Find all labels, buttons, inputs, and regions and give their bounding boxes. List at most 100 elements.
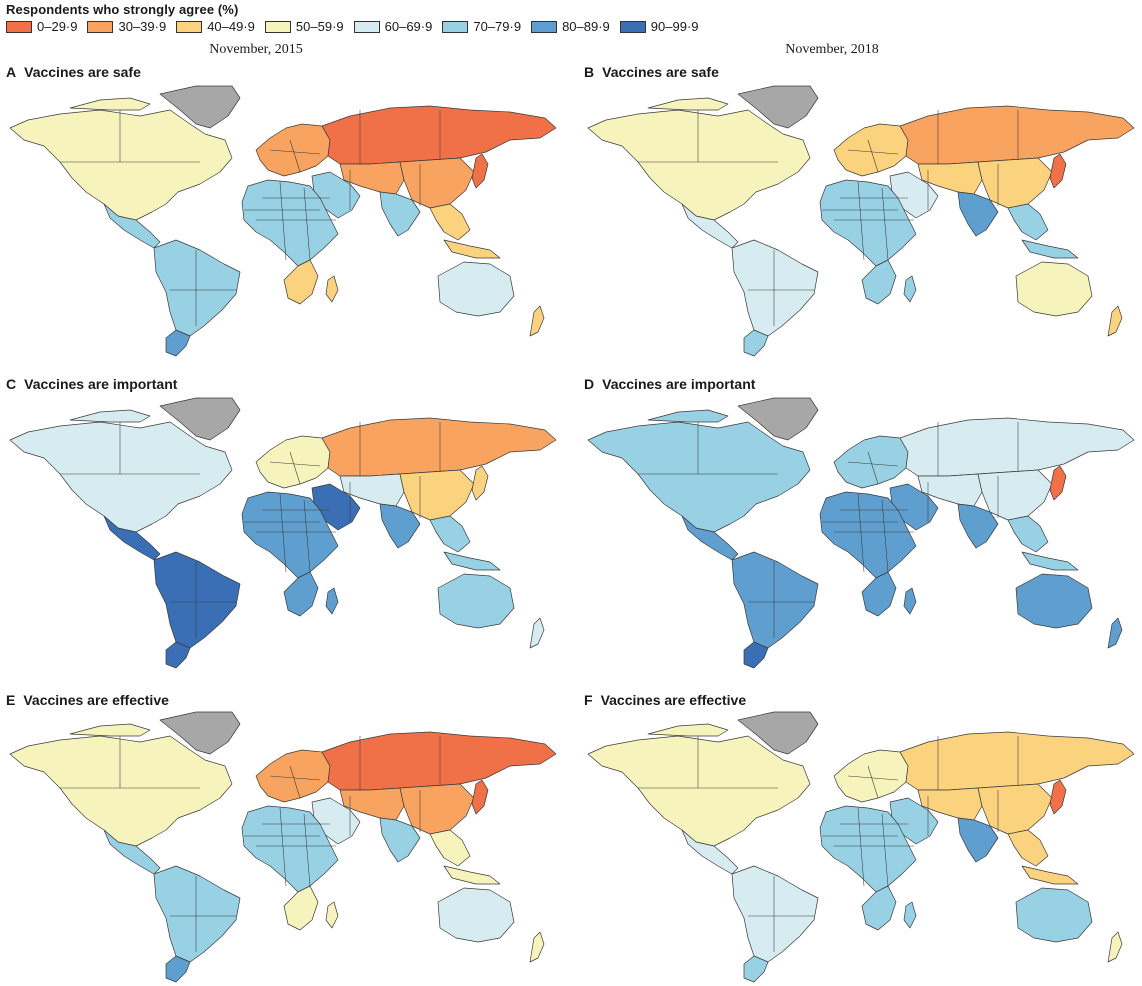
region-sa-south — [743, 641, 769, 669]
world-map-e — [9, 711, 557, 983]
world-map-f — [587, 711, 1135, 983]
country-border — [881, 499, 889, 573]
country-border — [289, 765, 301, 799]
country-border — [867, 139, 879, 173]
region-africa — [819, 179, 917, 267]
region-greenland — [159, 711, 241, 755]
legend-item: 50–59·9 — [264, 19, 344, 34]
region-na — [9, 421, 233, 533]
region-india — [957, 191, 999, 237]
panel-letter: C — [6, 376, 17, 392]
region-indonesia — [443, 551, 501, 571]
region-na-north — [647, 409, 729, 423]
legend-item: 30–39·9 — [87, 19, 166, 34]
region-japan — [471, 779, 489, 815]
region-central — [103, 829, 161, 875]
legend-label: 90–99·9 — [650, 19, 699, 34]
region-russia — [899, 105, 1135, 165]
region-china — [977, 783, 1053, 835]
legend-item: 70–79·9 — [442, 19, 521, 34]
panel-title: Vaccines are safe — [602, 64, 719, 80]
legend-swatch — [176, 20, 203, 33]
region-australia — [1015, 887, 1093, 943]
panel-title: Vaccines are safe — [24, 64, 141, 80]
world-map-c — [9, 397, 557, 669]
country-border — [289, 139, 301, 173]
region-na-north — [647, 723, 729, 737]
legend-swatch — [531, 20, 558, 33]
region-china — [977, 157, 1053, 209]
legend-label: 80–89·9 — [562, 19, 610, 34]
region-nz — [1107, 617, 1123, 649]
region-madagascar — [325, 901, 339, 929]
region-africa-south — [283, 885, 319, 931]
region-na-north — [69, 409, 151, 423]
region-africa-south — [861, 571, 897, 617]
country-border — [847, 775, 899, 781]
region-japan — [1049, 779, 1067, 815]
legend-swatch — [353, 20, 380, 33]
legend-item: 60–69·9 — [353, 19, 432, 34]
legend-title: Respondents who strongly agree (%) — [6, 2, 239, 17]
country-border — [269, 775, 321, 781]
region-india — [379, 191, 421, 237]
legend-swatch — [264, 20, 291, 33]
region-sa — [731, 865, 819, 963]
region-sa — [153, 239, 241, 337]
panel-letter: B — [584, 64, 595, 80]
region-japan — [1049, 465, 1067, 501]
legend-swatch — [6, 20, 32, 33]
region-russia — [321, 731, 557, 791]
panel-letter: F — [584, 692, 593, 708]
region-india — [957, 817, 999, 863]
region-australia — [437, 261, 515, 317]
region-na — [9, 735, 233, 847]
country-border — [867, 765, 879, 799]
region-central — [681, 203, 739, 249]
region-russia — [899, 417, 1135, 477]
legend-item: 80–89·9 — [531, 19, 610, 34]
region-na — [9, 109, 233, 221]
country-border — [847, 461, 899, 467]
region-india — [379, 817, 421, 863]
region-greenland — [159, 85, 241, 129]
region-nz — [1107, 931, 1123, 963]
world-map-d — [587, 397, 1135, 669]
region-japan — [471, 153, 489, 189]
region-japan — [1049, 153, 1067, 189]
region-africa — [241, 179, 339, 267]
country-border — [303, 187, 311, 261]
column-title-2018: November, 2018 — [785, 42, 879, 57]
region-russia — [899, 731, 1135, 791]
region-na-north — [647, 97, 729, 111]
legend-items: 0–29·9 30–39·9 40–49·9 50–59·9 60–69·9 70–79·… — [6, 19, 709, 34]
panel-title: Vaccines are important — [24, 376, 178, 392]
legend: Respondents who strongly agree (%) 0–29·… — [6, 2, 699, 34]
world-map-b — [587, 85, 1135, 357]
panel-title: Vaccines are effective — [23, 692, 169, 708]
region-madagascar — [903, 901, 917, 929]
region-sa-south — [743, 329, 769, 357]
legend-label: 40–49·9 — [207, 19, 255, 34]
country-border — [303, 499, 311, 573]
legend-item: 0–29·9 — [6, 19, 77, 34]
region-china — [399, 783, 475, 835]
country-border — [289, 451, 301, 485]
region-sa-south — [165, 955, 191, 983]
legend-swatch — [619, 20, 646, 33]
region-greenland — [159, 397, 241, 441]
region-indonesia — [1021, 865, 1079, 885]
region-sea — [429, 203, 471, 241]
country-border — [279, 807, 287, 887]
region-sea — [429, 829, 471, 867]
panel-letter: A — [6, 64, 17, 80]
region-sa — [731, 551, 819, 649]
region-sea — [429, 515, 471, 553]
legend-label: 70–79·9 — [473, 19, 522, 34]
panel-label-b: B Vaccines are safe — [584, 64, 719, 80]
region-indonesia — [1021, 551, 1079, 571]
region-africa-south — [861, 259, 897, 305]
region-nz — [529, 305, 545, 337]
region-africa — [819, 491, 917, 579]
region-madagascar — [903, 275, 917, 303]
